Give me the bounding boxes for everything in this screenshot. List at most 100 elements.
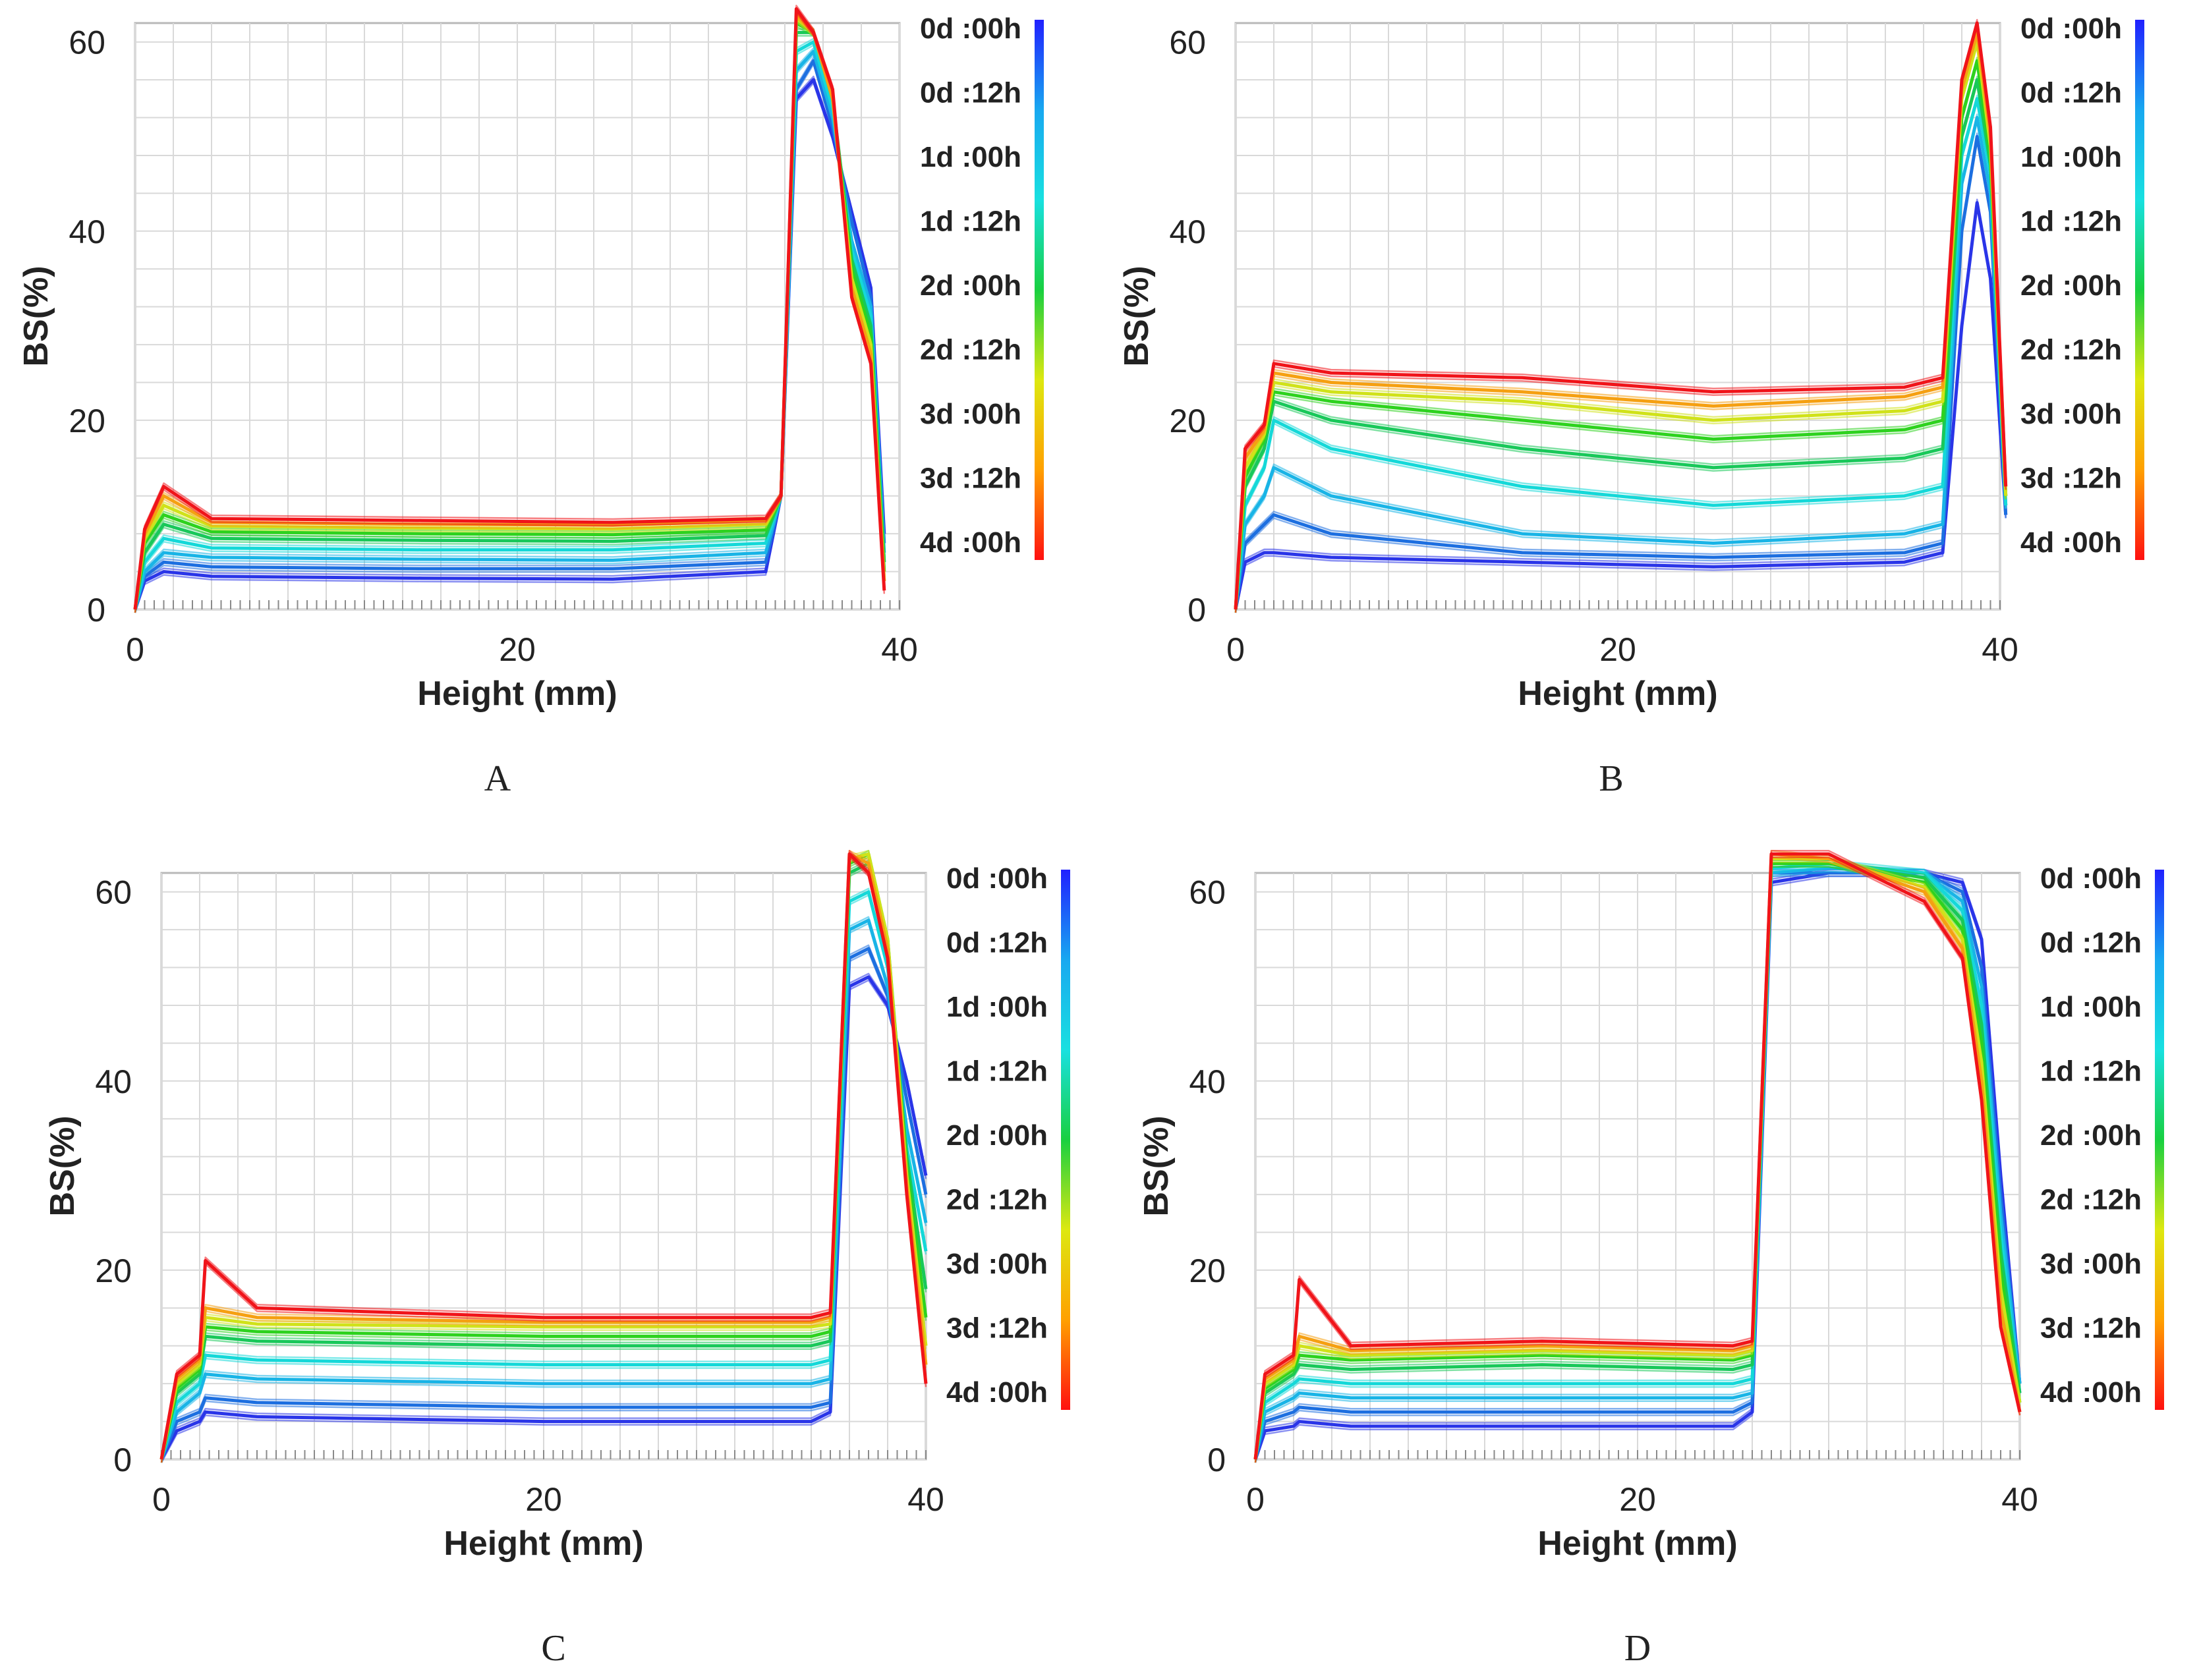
y-axis-label: BS(%) <box>1137 1115 1176 1216</box>
series-line-0d00h <box>1254 875 2021 1463</box>
grid-lines <box>161 873 927 1460</box>
grid-lines <box>1235 23 2001 610</box>
minor-ticks <box>161 1450 927 1459</box>
minor-ticks <box>1255 1450 2020 1459</box>
x-tick-label: 0 <box>152 1481 171 1518</box>
legend-label: 1d :12h <box>2040 1055 2142 1088</box>
series-line-2d00h <box>1234 82 2007 613</box>
series-line-2d12h <box>1254 866 2021 1463</box>
series-line-4d00h <box>1254 856 2021 1463</box>
series-line-0d12h <box>1254 875 2021 1463</box>
panel-caption-c: C <box>541 1628 566 1669</box>
legend-label: 0d :00h <box>920 13 1021 45</box>
series-line-0d00h <box>1234 205 2007 613</box>
legend-label: 0d :12h <box>920 77 1021 109</box>
y-tick-label: 0 <box>113 1442 132 1478</box>
legend-label: 4d :00h <box>2040 1376 2142 1409</box>
series-line-2d12h <box>1234 63 2007 613</box>
y-tick-label: 60 <box>1189 874 1226 911</box>
y-tick-label: 20 <box>1189 1252 1226 1289</box>
x-tick-label: 20 <box>525 1481 562 1518</box>
panel-caption-b: B <box>1599 758 1624 799</box>
y-axis-label: BS(%) <box>1118 266 1156 366</box>
legend-label: 3d :00h <box>920 398 1021 430</box>
series-lines <box>133 5 886 613</box>
x-axis-label: Height (mm) <box>417 675 617 713</box>
series-line-4d00h <box>134 11 886 613</box>
y-tick-label: 40 <box>1189 1063 1226 1100</box>
legend-label: 2d :00h <box>2040 1119 2142 1152</box>
legend-label: 2d :12h <box>2040 1184 2142 1216</box>
legend-label: 3d :12h <box>920 462 1021 495</box>
legend-label: 4d :00h <box>920 526 1021 559</box>
chart-panel-c: 0 20 40 0 20 40 60 Height (mm) BS(%) 0d :00h 0d :1… <box>43 850 1070 1563</box>
chart-panel-b: 0 20 40 0 20 40 60 Height (mm) BS(%) 0d :00h 0d :1… <box>1118 13 2144 713</box>
series-line-4d00h <box>160 856 927 1463</box>
legend-label: 0d :00h <box>946 862 1048 895</box>
legend-label: 3d :12h <box>2020 462 2122 495</box>
legend-label: 2d :00h <box>920 269 1021 302</box>
y-tick-label: 20 <box>1169 403 1206 439</box>
series-line-0d12h <box>160 951 927 1463</box>
legend-label: 1d :00h <box>2040 991 2142 1023</box>
series-line-0d12h <box>1234 134 2008 610</box>
chart-panel-a: 0 20 40 0 20 40 60 Height (mm) BS(%) 0d :00h 0d :1… <box>17 5 1044 713</box>
x-tick-label: 40 <box>2001 1481 2038 1518</box>
x-tick-label: 0 <box>126 631 144 668</box>
legend-label: 1d :00h <box>946 991 1048 1023</box>
series-line-0d12h <box>134 63 886 613</box>
y-tick-label: 40 <box>95 1063 132 1100</box>
legend-label: 1d :12h <box>2020 206 2122 238</box>
series-line-1d12h <box>1234 101 2007 613</box>
legend-label: 1d :00h <box>2020 141 2122 173</box>
legend-label: 2d :12h <box>920 334 1021 366</box>
legend-label: 0d :00h <box>2020 13 2122 45</box>
panel-caption-a: A <box>484 758 511 799</box>
series-line-1d00h <box>1234 120 2007 613</box>
legend-color-bar <box>1035 20 1044 560</box>
series-lines <box>1234 18 2008 613</box>
legend-color-bar <box>2155 870 2164 1410</box>
series-line-0d12h <box>1234 139 2007 613</box>
series-line-1d12h <box>1254 866 2021 1463</box>
legend-label: 2d :00h <box>946 1119 1048 1152</box>
x-axis-label: Height (mm) <box>1518 675 1717 713</box>
y-tick-label: 60 <box>1169 24 1206 61</box>
chart-panel-d: 0 20 40 0 20 40 60 Height (mm) BS(%) 0d :00h 0d :1… <box>1137 850 2164 1563</box>
grid-lines <box>134 23 900 610</box>
legend-label: 1d :00h <box>920 141 1021 173</box>
legend-label: 0d :00h <box>2040 862 2142 895</box>
panel-caption-d: D <box>1624 1628 1651 1669</box>
y-tick-label: 60 <box>69 24 105 61</box>
x-tick-label: 0 <box>1226 631 1245 668</box>
series-line-2d00h <box>1254 866 2021 1463</box>
x-tick-label: 20 <box>1599 631 1636 668</box>
y-tick-label: 60 <box>95 874 132 911</box>
series-line-0d12h <box>1234 132 2007 607</box>
legend-color-bar <box>1061 870 1070 1410</box>
x-axis-label: Height (mm) <box>443 1525 643 1563</box>
legend-label: 3d :12h <box>946 1312 1048 1345</box>
x-tick-label: 40 <box>1982 631 2018 668</box>
y-axis-label: BS(%) <box>43 1115 82 1216</box>
y-tick-label: 0 <box>1187 592 1206 629</box>
x-tick-label: 20 <box>499 631 536 668</box>
grid-lines <box>1255 873 2020 1460</box>
x-tick-label: 40 <box>907 1481 944 1518</box>
legend-label: 4d :00h <box>946 1376 1048 1409</box>
legend-label: 1d :12h <box>920 206 1021 238</box>
x-tick-label: 40 <box>881 631 918 668</box>
y-tick-label: 20 <box>69 403 105 439</box>
y-tick-label: 40 <box>1169 213 1206 250</box>
legend-label: 3d :12h <box>2040 1312 2142 1345</box>
series-line-1d00h <box>1234 116 2008 610</box>
series-line-1d00h <box>1254 870 2021 1463</box>
legend-label: 3d :00h <box>946 1248 1048 1280</box>
y-tick-label: 0 <box>87 592 105 629</box>
series-line-3d00h <box>1254 861 2021 1463</box>
legend-label: 3d :00h <box>2020 398 2122 430</box>
y-tick-label: 40 <box>69 213 105 250</box>
legend-label: 2d :12h <box>2020 334 2122 366</box>
y-axis-label: BS(%) <box>17 266 55 366</box>
